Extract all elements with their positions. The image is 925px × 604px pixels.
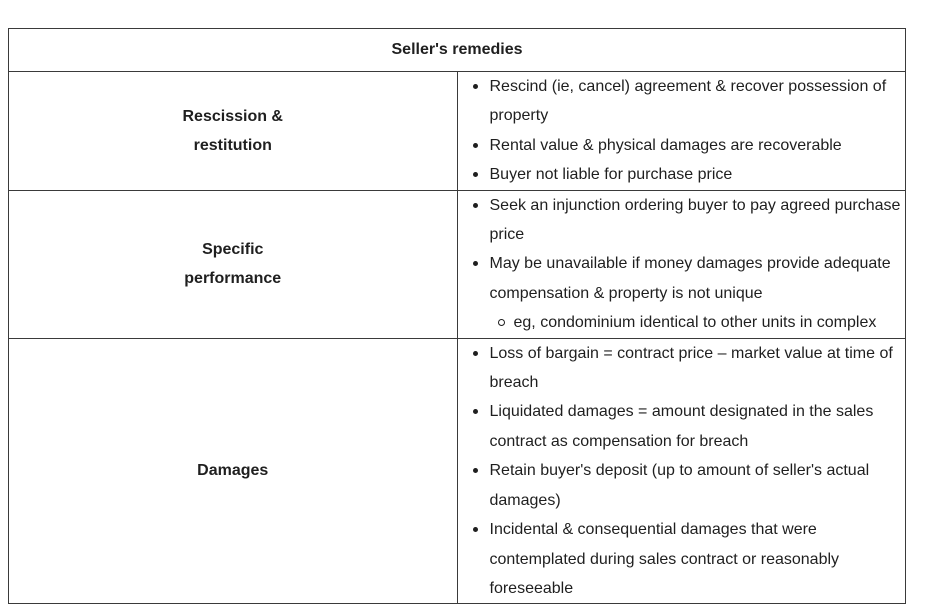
row-content: Seek an injunction ordering buyer to pay… bbox=[456, 189, 906, 339]
list-item: Rescind (ie, cancel) agreement & recover… bbox=[472, 72, 906, 131]
row-heading-line: performance bbox=[184, 270, 282, 288]
remedies-table: Seller's remedies Rescission & restituti… bbox=[8, 28, 906, 604]
list-item: Liquidated damages = amount designated i… bbox=[472, 397, 906, 456]
row-content: Loss of bargain = contract price – marke… bbox=[456, 337, 906, 604]
sub-bullet-list: eg, condominium identical to other units… bbox=[490, 308, 906, 337]
row-heading-line: Specific bbox=[202, 241, 264, 259]
list-item: May be unavailable if money damages prov… bbox=[472, 249, 906, 337]
bullet-list: Seek an injunction ordering buyer to pay… bbox=[458, 191, 906, 338]
list-item: Rental value & physical damages are reco… bbox=[472, 131, 906, 160]
bullet-list: Loss of bargain = contract price – marke… bbox=[458, 339, 906, 604]
table-row: Specific performance Seek an injunction … bbox=[8, 189, 906, 339]
row-heading-damages: Damages bbox=[8, 337, 458, 604]
sub-list-item: eg, condominium identical to other units… bbox=[497, 308, 906, 337]
list-item-text: May be unavailable if money damages prov… bbox=[489, 255, 891, 302]
table-row: Rescission & restitution Rescind (ie, ca… bbox=[8, 71, 906, 191]
table-row: Damages Loss of bargain = contract price… bbox=[8, 337, 906, 604]
row-content: Rescind (ie, cancel) agreement & recover… bbox=[456, 71, 906, 191]
row-heading-specific-performance: Specific performance bbox=[8, 189, 458, 339]
list-item: Buyer not liable for purchase price bbox=[472, 160, 906, 189]
table-title: Seller's remedies bbox=[8, 28, 906, 72]
bullet-list: Rescind (ie, cancel) agreement & recover… bbox=[458, 72, 906, 190]
list-item: Retain buyer's deposit (up to amount of … bbox=[472, 456, 906, 515]
row-heading-line: restitution bbox=[193, 136, 272, 154]
list-item: Loss of bargain = contract price – marke… bbox=[472, 339, 906, 398]
list-item: Seek an injunction ordering buyer to pay… bbox=[472, 191, 906, 250]
row-heading-rescission: Rescission & restitution bbox=[8, 71, 458, 191]
row-heading-line: Damages bbox=[197, 462, 269, 480]
list-item: Incidental & consequential damages that … bbox=[472, 515, 906, 603]
table-header-row: Seller's remedies bbox=[8, 28, 906, 72]
row-heading-line: Rescission & bbox=[182, 107, 283, 125]
